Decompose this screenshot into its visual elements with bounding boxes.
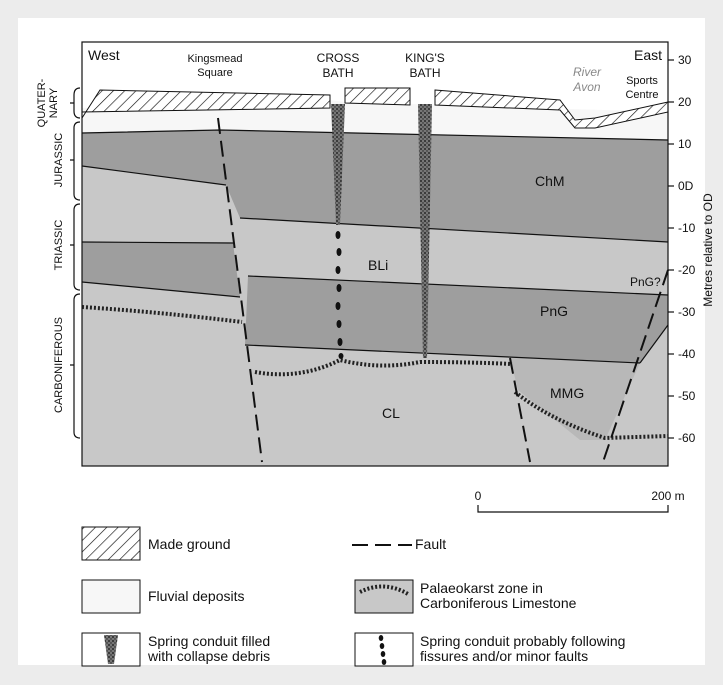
- tick-label: -40: [678, 347, 696, 361]
- legend-label: Fluvial deposits: [148, 588, 245, 604]
- tick-label: 20: [678, 95, 692, 109]
- unit: CL: [382, 405, 400, 421]
- period: JURASSIC: [53, 133, 65, 187]
- tick-label: 0D: [678, 179, 694, 193]
- tick-label: 10: [678, 137, 692, 151]
- period: TRIASSIC: [53, 220, 65, 271]
- legend-label: Fault: [415, 536, 446, 552]
- scale-label: 0: [475, 489, 482, 503]
- section: [82, 42, 668, 466]
- unit: BLi: [368, 257, 388, 273]
- tick-label: 30: [678, 53, 692, 67]
- label: East: [634, 47, 662, 63]
- tick-label: -10: [678, 221, 696, 235]
- legend-swatch: [82, 580, 140, 613]
- legend-label: Made ground: [148, 536, 231, 552]
- label: West: [88, 47, 120, 63]
- legend-swatch: [82, 527, 140, 560]
- tick-label: -20: [678, 263, 696, 277]
- axis-title: Metres relative to OD: [701, 193, 715, 307]
- tick-label: -50: [678, 389, 696, 403]
- period: CARBONIFEROUS: [53, 317, 65, 413]
- unit: ChM: [535, 173, 565, 189]
- page: West KingsmeadSquare CROSSBATH KING'SBAT…: [0, 0, 723, 685]
- tick-label: -30: [678, 305, 696, 319]
- scale-label: 200 m: [651, 489, 684, 503]
- tick-label: -60: [678, 431, 696, 445]
- unit: PnG: [540, 303, 568, 319]
- unit: MMG: [550, 385, 584, 401]
- unit: PnG?: [630, 275, 661, 289]
- made-ground: [345, 88, 410, 105]
